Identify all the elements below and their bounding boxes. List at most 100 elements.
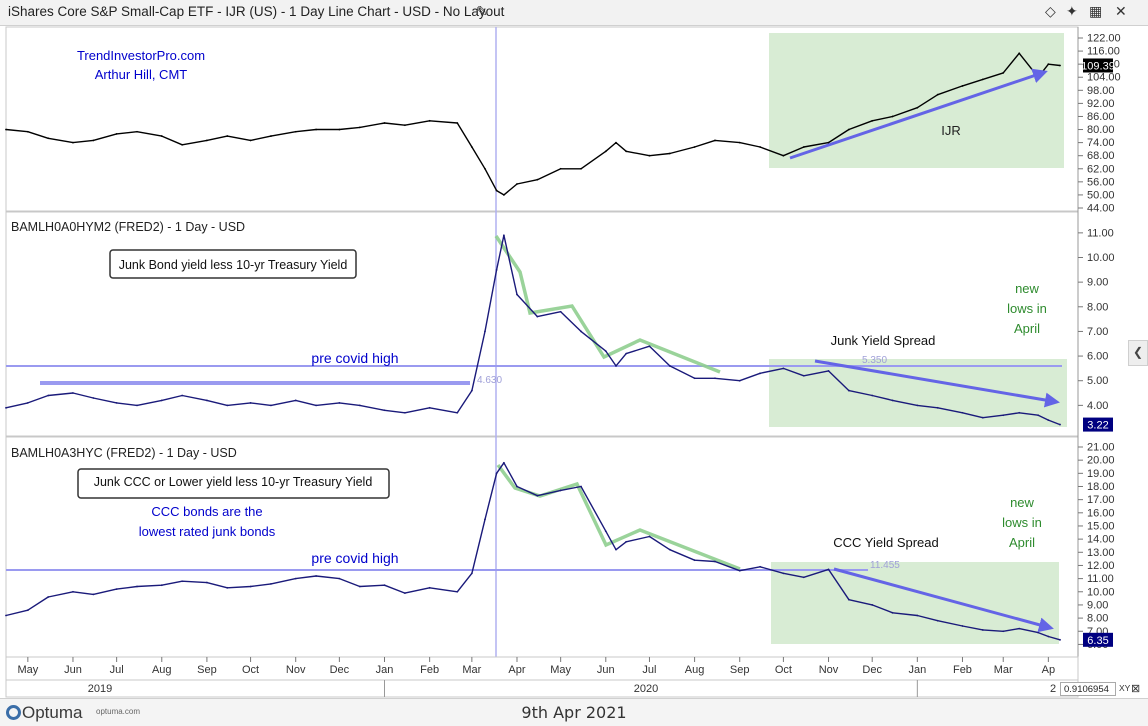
ijr-point <box>358 126 361 129</box>
pin-icon[interactable]: ✦ <box>1066 3 1078 19</box>
grid-layout-icon[interactable]: ▦ <box>1089 3 1103 19</box>
junk-point <box>604 350 607 353</box>
ccc-trend-arrow <box>833 567 1054 633</box>
ccc-note-line2: lowest rated junk bonds <box>139 524 276 539</box>
ccc-newlows-3: April <box>1009 535 1035 550</box>
month-tick-label: Aug <box>152 664 172 676</box>
ccc-point <box>693 559 696 562</box>
junk-ytick-label: 6.00 <box>1087 351 1108 363</box>
ijr-point <box>738 141 741 144</box>
junk-mark-value: 5.350 <box>862 355 887 366</box>
ijr-point <box>961 85 964 87</box>
junk-point <box>206 399 208 402</box>
xy-close-icon[interactable]: ⊠ <box>1131 683 1141 695</box>
ijr-point <box>456 122 459 124</box>
ccc-newlows-2: lows in <box>1002 515 1042 530</box>
month-tick-label: Dec <box>330 664 350 676</box>
junk-label-box <box>109 249 357 279</box>
brand-annotation: TrendInvestorPro.com <box>77 48 205 63</box>
junk-point <box>559 310 562 313</box>
ijr-point <box>802 146 805 148</box>
junk-point <box>495 268 498 271</box>
ccc-point <box>315 575 317 577</box>
xy-value-field[interactable]: 0.9106954 <box>1060 682 1116 696</box>
ccc-point <box>871 604 874 606</box>
junk-point <box>848 389 850 392</box>
junk-point <box>484 330 486 333</box>
brand-name: Optuma <box>22 703 83 722</box>
ijr-ytick-label: 86.00 <box>1087 111 1115 123</box>
ccc-point <box>206 581 208 584</box>
ijr-ytick-label: 62.00 <box>1087 163 1115 175</box>
ccc-point <box>136 585 138 588</box>
ijr-point <box>604 150 607 153</box>
ccc-point <box>181 580 184 583</box>
ijr-point <box>1037 76 1040 79</box>
ccc-ytick-label: 20.00 <box>1087 455 1115 467</box>
junk-point <box>782 367 785 370</box>
close-icon[interactable]: ✕ <box>1115 3 1127 19</box>
author-annotation: Arthur Hill, CMT <box>95 67 188 82</box>
ccc-point <box>226 586 229 589</box>
diamond-icon[interactable]: ◇ <box>1045 3 1056 19</box>
ccc-point <box>495 472 498 475</box>
ccc-point <box>26 609 29 612</box>
ccc-point <box>270 582 272 585</box>
ccc-point <box>891 611 894 614</box>
ijr-ytick-label: 122.00 <box>1087 33 1121 45</box>
ccc-point <box>428 586 431 589</box>
junk-series: 4.00 5.00 6.00 7.00 8.00 9.00 10.00 11.00 3.22 <box>5 227 1115 432</box>
ccc-point <box>782 572 785 575</box>
junk-point <box>648 345 651 348</box>
ccc-point <box>5 614 7 617</box>
ijr-last-value: 109.39 <box>1081 60 1115 72</box>
ccc-ytick-label: 10.00 <box>1087 586 1115 598</box>
junk-ytick-label: 9.00 <box>1087 277 1108 289</box>
junk-point <box>936 406 939 409</box>
ijr-point <box>502 194 505 196</box>
window-title: iShares Core S&P Small-Cap ETF - IJR (US… <box>8 4 505 19</box>
ccc-ytick-label: 8.00 <box>1087 613 1108 625</box>
junk-ytick-label: 5.00 <box>1087 375 1108 387</box>
ijr-point <box>181 143 184 146</box>
junk-point <box>961 411 964 414</box>
ijr-point <box>1002 71 1005 74</box>
ccc-point <box>827 568 830 571</box>
junk-point <box>827 369 830 372</box>
ijr-last-value-badge <box>1083 58 1113 73</box>
ccc-point <box>1059 638 1061 641</box>
ccc-ytick-label: 19.00 <box>1087 468 1115 480</box>
ccc-point <box>648 535 651 538</box>
ccc-ytick-label: 11.00 <box>1087 573 1114 585</box>
junk-point <box>802 374 805 377</box>
ccc-ytick-label: 17.00 <box>1087 494 1115 506</box>
junk-point <box>536 315 539 318</box>
ijr-point <box>484 167 486 170</box>
junk-green-trendlines <box>494 235 721 374</box>
ccc-point <box>536 494 539 497</box>
junk-point <box>47 394 50 397</box>
ccc-ytick-label: 21.00 <box>1087 442 1115 454</box>
ccc-panel-title: BAMLH0A3HYC (FRED2) - 1 Day - USD <box>11 446 237 460</box>
edit-pencil-icon[interactable]: ✎ <box>476 3 488 19</box>
ccc-point <box>848 598 850 601</box>
x-axis-band <box>5 656 1079 698</box>
month-tick-label: Oct <box>242 664 259 676</box>
side-panel-toggle[interactable]: ❮ <box>1128 340 1148 366</box>
ijr-point <box>206 139 208 142</box>
month-tick-label: Nov <box>819 664 839 676</box>
ccc-point <box>615 548 617 551</box>
junk-point <box>981 416 984 419</box>
junk-panel-title: BAMLH0A0HYM2 (FRED2) - 1 Day - USD <box>11 220 245 234</box>
ijr-point <box>1018 52 1021 55</box>
ijr-point <box>294 130 297 133</box>
junk-green-box <box>769 359 1067 427</box>
ijr-point <box>226 135 229 137</box>
junk-point <box>315 404 317 407</box>
ccc-ytick-label: 18.00 <box>1087 481 1115 493</box>
junk-point <box>338 401 341 404</box>
junk-point <box>456 411 459 414</box>
junk-ytick-label: 7.00 <box>1087 326 1108 338</box>
ijr-point <box>848 128 850 131</box>
